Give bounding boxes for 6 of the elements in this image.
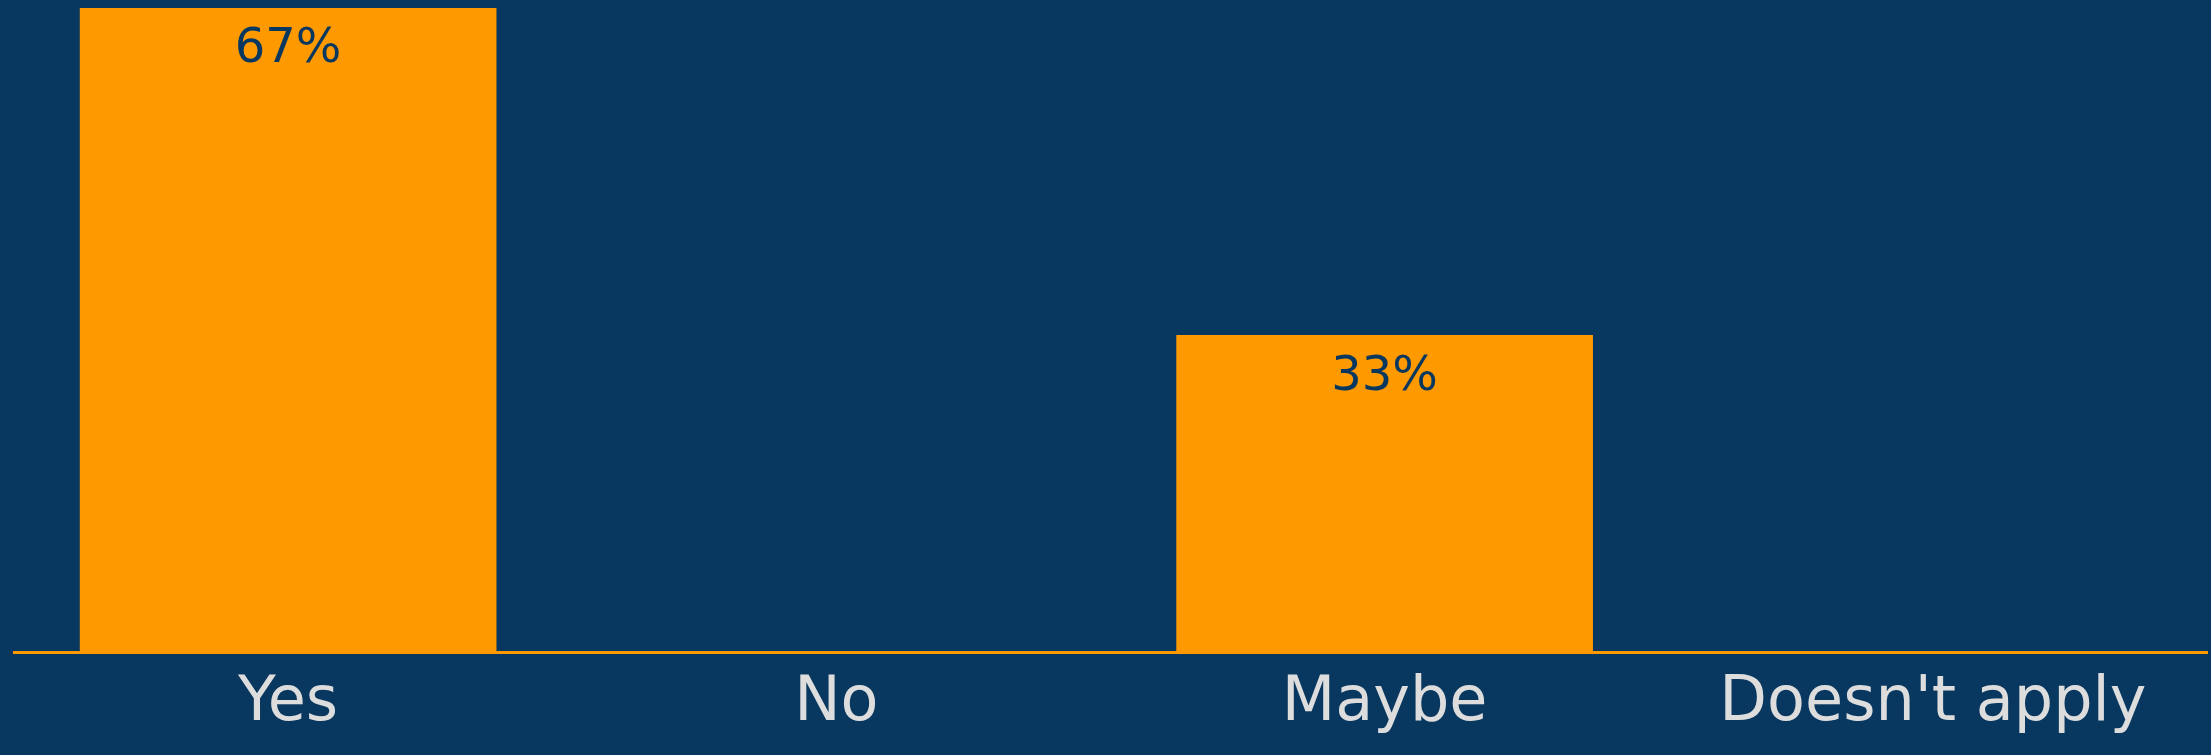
data-label: 67%: [234, 17, 342, 74]
x-tick-label: Doesn't apply: [1719, 661, 2147, 735]
x-tick-label: Maybe: [1281, 661, 1488, 735]
data-label: 33%: [1331, 344, 1438, 401]
x-tick-label: Yes: [237, 661, 339, 735]
x-tick-label: No: [794, 661, 879, 735]
